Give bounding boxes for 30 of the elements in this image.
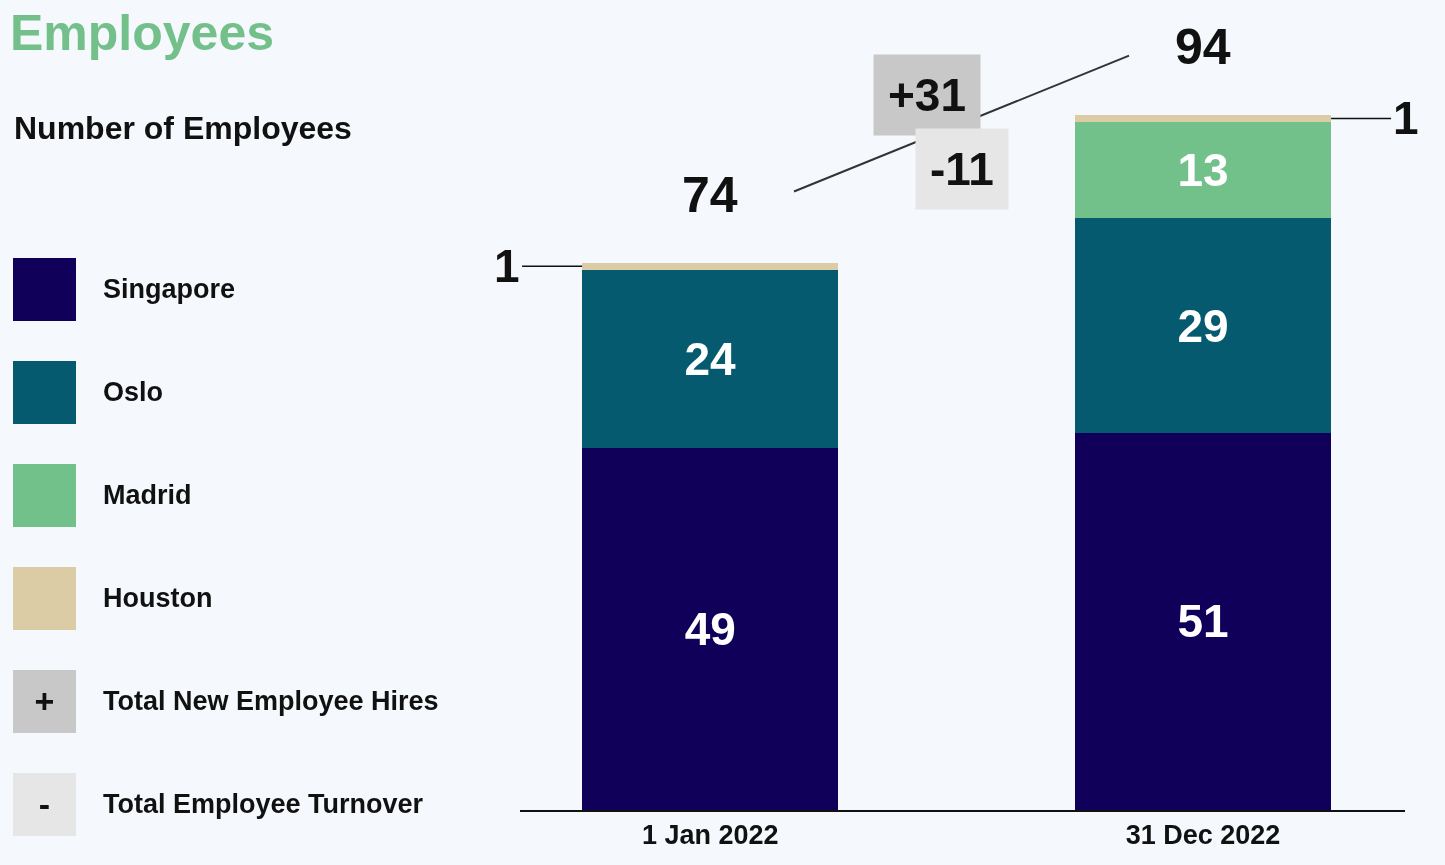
text: Number of Employees [14,110,352,147]
text: - [13,773,76,836]
x-tick-label: 31 Dec 2022 [1125,820,1281,851]
data-label: 13 [1177,144,1229,197]
annotation: +31 [888,69,967,121]
bar [1074,122,1332,219]
legend-label: Total New Employee Hires [103,686,439,717]
bar [1074,114,1332,123]
data-label: 49 [684,602,736,655]
legend-label: Madrid [103,480,192,511]
bar [582,447,839,810]
data-label: 1 [494,240,520,292]
legend-label: Total Employee Turnover [103,789,424,820]
data-label: 29 [1177,299,1229,352]
bar [582,262,839,271]
total-label: 74 [682,167,738,223]
data-label: 51 [1177,595,1229,648]
x-tick-label: 1 Jan 2022 [641,820,779,851]
data-label: 24 [684,332,736,385]
total-label: 94 [1175,19,1231,75]
legend-label: Houston [103,583,213,614]
bar [582,270,839,448]
legend-label: Oslo [103,377,164,408]
bar [1074,218,1332,433]
bar [1074,432,1332,810]
chart-title: Employees [10,4,275,62]
text: + [13,670,76,733]
data-label: 1 [1393,92,1419,144]
annotation: -11 [930,143,994,195]
legend-label: Singapore [103,274,236,305]
